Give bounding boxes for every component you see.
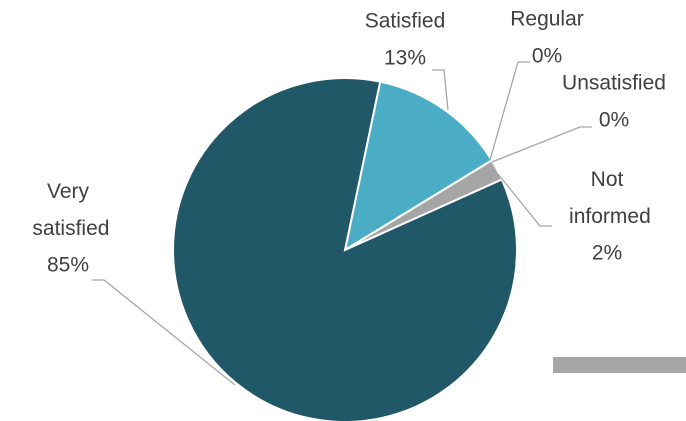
slice-label: Unsatisfied xyxy=(562,72,666,95)
value-label: 0% xyxy=(599,109,629,132)
slice-label: Not informed xyxy=(563,168,651,228)
leader-line xyxy=(489,61,530,161)
leader-line xyxy=(491,126,592,163)
value-label: 2% xyxy=(592,242,622,265)
pie-slice xyxy=(172,77,518,421)
slice-label: Satisfied xyxy=(365,10,446,33)
slice-label: Regular xyxy=(510,8,584,31)
pie-slice xyxy=(343,80,494,253)
leader-line xyxy=(432,69,449,111)
leader-line xyxy=(497,173,552,227)
value-label: 85% xyxy=(47,254,89,277)
leader-line xyxy=(92,279,236,386)
decor-bar xyxy=(553,357,686,373)
value-label: 13% xyxy=(384,47,426,70)
value-label: 0% xyxy=(532,45,562,68)
pie xyxy=(172,77,518,421)
slice-label: Very satisfied xyxy=(27,180,110,240)
